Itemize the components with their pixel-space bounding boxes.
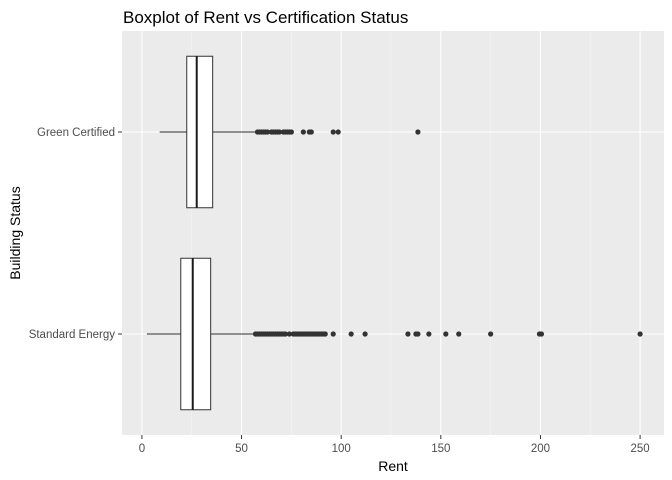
outlier-point (282, 331, 288, 337)
boxes (146, 55, 256, 411)
outlier-point (405, 331, 411, 337)
y-tick-label: Green Certified (37, 127, 115, 139)
outlier-point (264, 129, 271, 135)
outlier-point (308, 129, 314, 135)
grid-major (122, 31, 664, 435)
box-iqr (186, 55, 214, 209)
outlier-point (288, 129, 294, 135)
x-tick-label: 0 (139, 443, 145, 455)
outlier-point (538, 331, 545, 337)
y-axis-title: Building Status (7, 186, 23, 279)
x-tick-label: 100 (332, 443, 351, 455)
outliers (252, 129, 643, 337)
x-axis: 0 50 100 150 200 250 (139, 435, 650, 455)
x-tick-label: 250 (630, 443, 649, 455)
box-standard-energy (146, 257, 254, 411)
outlier-point (286, 331, 292, 337)
outlier-point (426, 331, 432, 337)
box-iqr (180, 257, 212, 411)
outlier-point (322, 331, 328, 337)
x-tick-label: 150 (431, 443, 450, 455)
outlier-point (362, 331, 368, 337)
x-tick-label: 200 (531, 443, 550, 455)
y-tick-label: Standard Energy (29, 329, 116, 341)
outlier-point (415, 331, 421, 337)
outlier-point (330, 331, 336, 337)
y-axis: Green Certified Standard Energy (29, 127, 122, 341)
chart-title: Boxplot of Rent vs Certification Status (123, 8, 408, 27)
outlier-point (637, 331, 643, 337)
outlier-point (348, 331, 354, 337)
outlier-point (488, 331, 494, 337)
outlier-point (300, 129, 306, 135)
outlier-point (330, 129, 336, 135)
outlier-point (456, 331, 462, 337)
outlier-point (443, 331, 449, 337)
outlier-point (415, 129, 421, 135)
box-green-certified (159, 55, 256, 209)
x-tick-label: 50 (235, 443, 248, 455)
x-axis-title: Rent (378, 458, 408, 474)
outlier-point (335, 129, 341, 135)
outlier-point (276, 129, 283, 135)
